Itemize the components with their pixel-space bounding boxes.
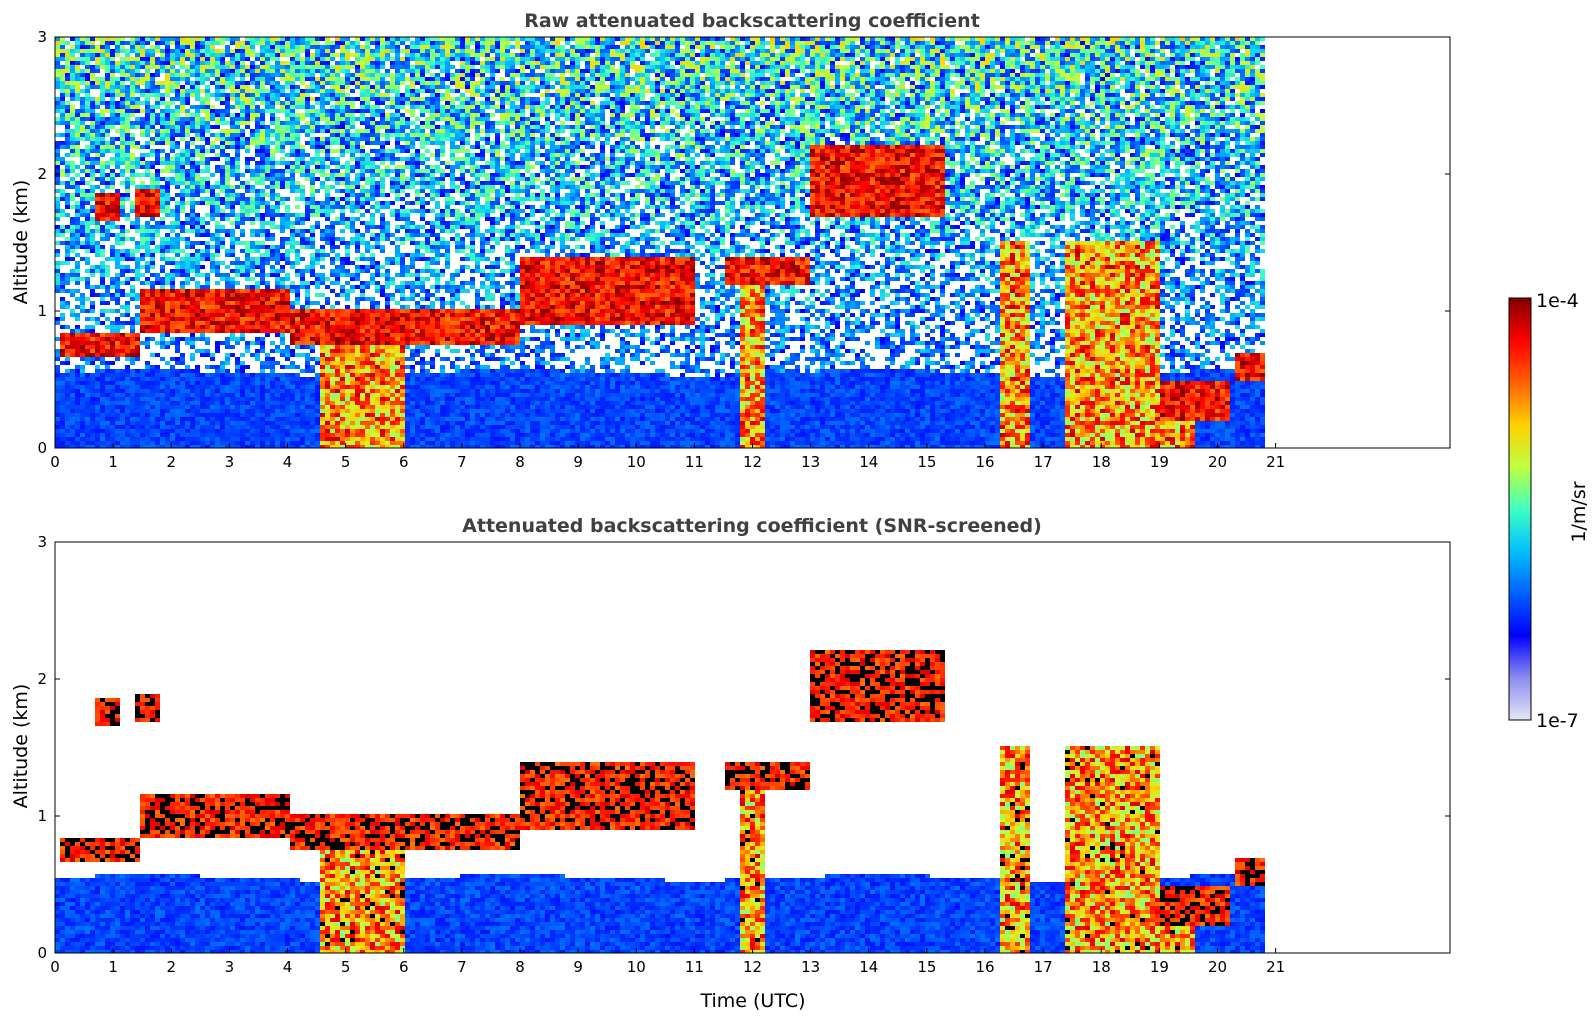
panel-screened-title: Attenuated backscattering coefficient (S… — [462, 515, 1042, 537]
panel-screened-ylabel: Altitude (km) — [10, 684, 32, 809]
x-tick-label: 4 — [283, 958, 293, 976]
colorbar-min-label: 1e-7 — [1536, 710, 1579, 732]
panel-screened: Attenuated backscattering coefficient (S… — [10, 515, 1451, 1012]
x-tick-label: 11 — [685, 453, 704, 471]
colorbar: 1e-4 1e-7 1/m/sr — [1508, 290, 1590, 732]
colorbar-unit-label: 1/m/sr — [1568, 481, 1590, 542]
x-tick-label: 17 — [1034, 453, 1053, 471]
x-tick-label: 16 — [975, 958, 994, 976]
x-tick-label: 10 — [627, 453, 646, 471]
x-tick-label: 6 — [399, 958, 409, 976]
y-tick-label: 2 — [37, 670, 47, 688]
y-tick-label: 3 — [37, 28, 47, 46]
x-tick-label: 2 — [166, 453, 176, 471]
x-tick-label: 3 — [225, 958, 235, 976]
x-tick-label: 12 — [743, 958, 762, 976]
x-tick-label: 7 — [457, 958, 467, 976]
x-tick-label: 17 — [1034, 958, 1053, 976]
x-tick-label: 1 — [108, 958, 118, 976]
x-tick-label: 21 — [1266, 958, 1285, 976]
backscatter-field — [55, 37, 1265, 448]
x-tick-label: 2 — [166, 958, 176, 976]
x-tick-label: 5 — [341, 958, 351, 976]
x-tick-label: 19 — [1150, 453, 1169, 471]
x-tick-label: 5 — [341, 453, 351, 471]
x-tick-label: 0 — [50, 958, 60, 976]
x-tick-label: 6 — [399, 453, 409, 471]
figure-xlabel: Time (UTC) — [699, 990, 805, 1012]
x-tick-label: 4 — [283, 453, 293, 471]
y-tick-label: 0 — [37, 439, 47, 457]
panel-raw-ylabel: Altitude (km) — [10, 180, 32, 305]
panel-raw: Raw attenuated backscattering coefficien… — [10, 10, 1451, 471]
x-tick-label: 10 — [627, 958, 646, 976]
x-tick-label: 12 — [743, 453, 762, 471]
x-tick-label: 8 — [515, 958, 525, 976]
x-tick-label: 8 — [515, 453, 525, 471]
x-tick-label: 21 — [1266, 453, 1285, 471]
x-tick-label: 14 — [859, 453, 878, 471]
x-tick-label: 0 — [50, 453, 60, 471]
x-tick-label: 16 — [975, 453, 994, 471]
x-tick-label: 7 — [457, 453, 467, 471]
y-tick-label: 0 — [37, 944, 47, 962]
backscatter-field — [55, 650, 1265, 953]
x-tick-label: 3 — [225, 453, 235, 471]
panel-raw-title: Raw attenuated backscattering coefficien… — [524, 10, 980, 32]
x-tick-label: 14 — [859, 958, 878, 976]
y-tick-label: 3 — [37, 533, 47, 551]
y-tick-label: 2 — [37, 165, 47, 183]
x-tick-label: 19 — [1150, 958, 1169, 976]
x-tick-label: 13 — [801, 453, 820, 471]
x-tick-label: 9 — [573, 453, 583, 471]
panel-raw-plot-area — [55, 37, 1265, 448]
x-tick-label: 1 — [108, 453, 118, 471]
x-tick-label: 11 — [685, 958, 704, 976]
x-tick-label: 20 — [1208, 453, 1227, 471]
y-tick-label: 1 — [37, 302, 47, 320]
x-tick-label: 9 — [573, 958, 583, 976]
x-tick-label: 15 — [917, 453, 936, 471]
y-tick-label: 1 — [37, 807, 47, 825]
x-tick-label: 18 — [1092, 958, 1111, 976]
panel-screened-plot-area — [55, 650, 1265, 953]
x-tick-label: 15 — [917, 958, 936, 976]
colorbar-gradient — [1508, 297, 1532, 721]
x-tick-label: 13 — [801, 958, 820, 976]
x-tick-label: 20 — [1208, 958, 1227, 976]
colorbar-max-label: 1e-4 — [1536, 290, 1579, 312]
x-tick-label: 18 — [1092, 453, 1111, 471]
